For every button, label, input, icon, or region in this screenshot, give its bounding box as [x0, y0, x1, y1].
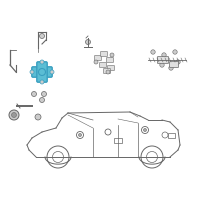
Circle shape — [32, 92, 36, 97]
FancyBboxPatch shape — [106, 58, 114, 62]
FancyBboxPatch shape — [158, 56, 168, 64]
Bar — [114, 138, 122, 143]
Circle shape — [144, 129, 146, 132]
Circle shape — [38, 68, 46, 75]
Circle shape — [9, 110, 19, 120]
Circle shape — [40, 60, 44, 64]
FancyBboxPatch shape — [101, 51, 108, 56]
Circle shape — [169, 66, 173, 70]
Circle shape — [50, 70, 54, 74]
FancyBboxPatch shape — [37, 62, 47, 82]
Circle shape — [106, 70, 110, 74]
FancyBboxPatch shape — [32, 67, 52, 77]
FancyBboxPatch shape — [95, 55, 102, 60]
Circle shape — [35, 114, 41, 120]
Bar — [168, 133, 175, 138]
Circle shape — [78, 134, 82, 136]
Circle shape — [160, 63, 164, 67]
Circle shape — [176, 60, 180, 64]
Circle shape — [40, 98, 44, 102]
FancyBboxPatch shape — [100, 62, 106, 68]
Circle shape — [30, 70, 34, 74]
Circle shape — [42, 92, 46, 97]
Circle shape — [12, 112, 16, 117]
FancyBboxPatch shape — [108, 66, 114, 71]
Circle shape — [162, 53, 166, 57]
Circle shape — [40, 80, 44, 84]
Circle shape — [40, 33, 44, 38]
Circle shape — [94, 60, 98, 64]
Circle shape — [86, 40, 90, 45]
Circle shape — [173, 50, 177, 54]
FancyBboxPatch shape — [170, 62, 179, 68]
Circle shape — [110, 53, 114, 57]
Circle shape — [151, 50, 155, 54]
FancyBboxPatch shape — [104, 68, 110, 73]
